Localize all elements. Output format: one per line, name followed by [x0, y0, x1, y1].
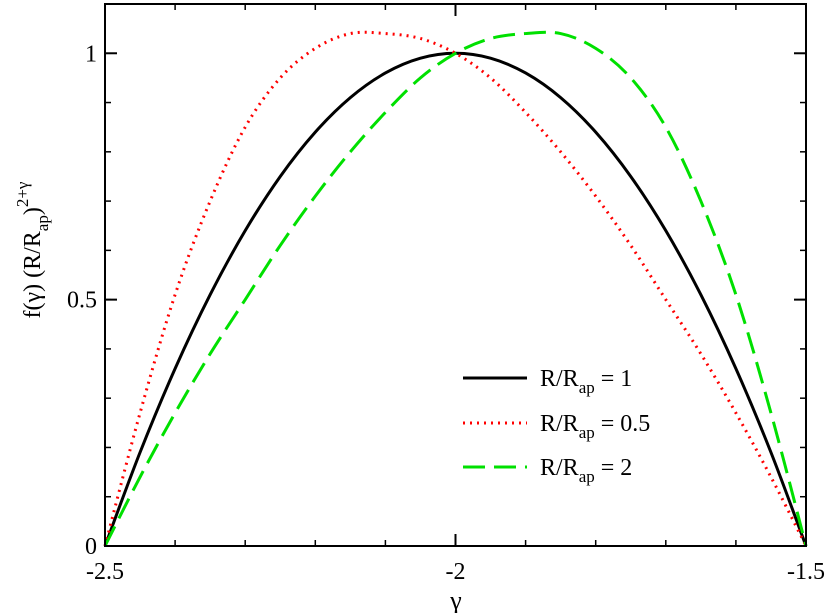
legend: R/Rap = 1 R/Rap = 0.5 R/Rap = 2 [463, 366, 650, 486]
series-line-2 [103, 30, 808, 547]
x-tick-label: -1.5 [787, 559, 825, 585]
y-axis-label-base: f(γ) (R/R [20, 231, 46, 318]
y-tick-label: 0.5 [67, 288, 97, 314]
series-layer [103, 30, 808, 547]
y-axis-label: f(γ) (R/Rap)2+γ [13, 181, 52, 318]
tick-labels: -2.5 -2 -1.5 0 0.5 1 [67, 41, 825, 585]
legend-label-r1: R/Rap = 1 [540, 366, 632, 397]
plot-frame [104, 3, 807, 547]
y-tick-label: 0 [85, 534, 97, 560]
y-axis-label-sub: ap [33, 215, 52, 231]
series-line-1 [103, 30, 808, 547]
x-tick-label: -2 [446, 559, 466, 585]
legend-label-r2: R/Rap = 2 [540, 455, 632, 486]
y-axis-label-close: ) [20, 207, 46, 215]
y-tick-label: 1 [85, 41, 97, 67]
x-axis-label: γ [449, 586, 462, 613]
legend-label-r05: R/Rap = 0.5 [540, 411, 650, 442]
y-axis-label-sup: 2+γ [13, 181, 32, 207]
x-tick-label: -2.5 [86, 559, 124, 585]
